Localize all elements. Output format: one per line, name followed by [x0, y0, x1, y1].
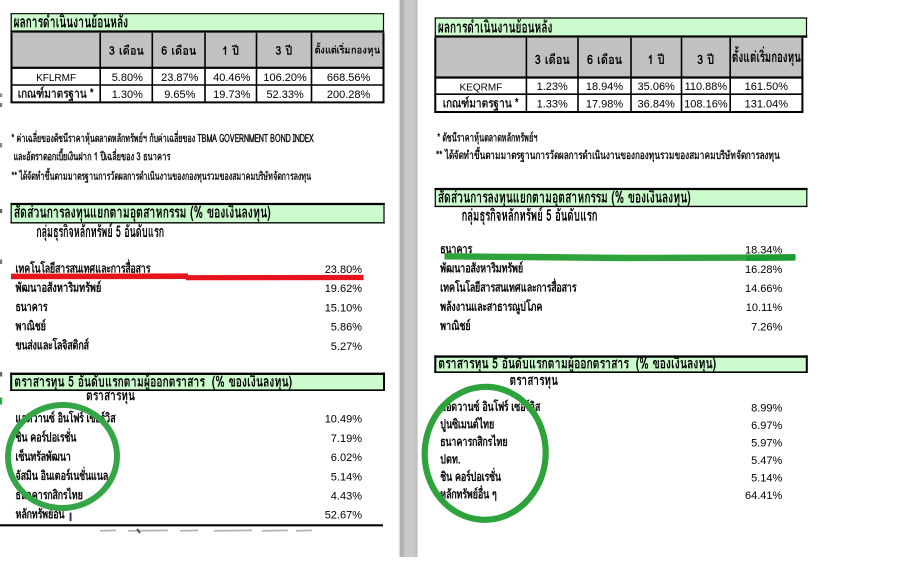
svg-text:1.30%: 1.30% — [112, 89, 143, 101]
svg-text:35.06%: 35.06% — [638, 81, 676, 93]
svg-text:7.26%: 7.26% — [751, 321, 782, 333]
svg-text:161.50%: 161.50% — [745, 81, 789, 93]
svg-text:16.28%: 16.28% — [745, 264, 783, 276]
svg-text:KEQRMF: KEQRMF — [460, 82, 503, 93]
svg-text:19.62%: 19.62% — [325, 283, 363, 295]
svg-text:18.34%: 18.34% — [745, 245, 783, 257]
svg-text:64.41%: 64.41% — [745, 490, 783, 502]
svg-text:5.80%: 5.80% — [112, 72, 143, 84]
svg-text:5.47%: 5.47% — [751, 455, 782, 467]
svg-text:5.86%: 5.86% — [331, 322, 362, 334]
svg-text:KFLRMF: KFLRMF — [36, 73, 76, 84]
svg-text:110.88%: 110.88% — [685, 81, 728, 93]
svg-text:36.84%: 36.84% — [638, 99, 676, 111]
svg-text:14.66%: 14.66% — [745, 283, 783, 295]
svg-text:23.87%: 23.87% — [161, 72, 199, 84]
svg-text:18.94%: 18.94% — [586, 81, 624, 93]
svg-text:1.33%: 1.33% — [537, 99, 568, 111]
svg-text:9.65%: 9.65% — [164, 89, 195, 101]
svg-text:8.99%: 8.99% — [751, 402, 782, 414]
svg-text:40.46%: 40.46% — [213, 72, 251, 84]
svg-text:108.16%: 108.16% — [684, 99, 728, 111]
svg-text:15.10%: 15.10% — [325, 302, 363, 314]
svg-text:200.28%: 200.28% — [327, 89, 371, 101]
svg-text:19.73%: 19.73% — [213, 89, 251, 101]
svg-text:6.97%: 6.97% — [751, 420, 782, 432]
svg-text:5.27%: 5.27% — [331, 341, 362, 353]
svg-text:10.11%: 10.11% — [746, 302, 783, 314]
svg-text:668.56%: 668.56% — [327, 72, 371, 84]
svg-text:52.33%: 52.33% — [266, 89, 304, 101]
svg-text:106.20%: 106.20% — [263, 72, 307, 84]
svg-text:4.43%: 4.43% — [331, 491, 362, 503]
svg-text:1.23%: 1.23% — [537, 81, 568, 93]
svg-text:7.19%: 7.19% — [331, 433, 362, 445]
svg-text:5.14%: 5.14% — [331, 471, 362, 483]
svg-text:52.67%: 52.67% — [325, 510, 363, 522]
svg-text:23.80%: 23.80% — [325, 264, 363, 276]
svg-text:6.02%: 6.02% — [331, 452, 362, 464]
svg-text:10.49%: 10.49% — [325, 414, 363, 426]
svg-text:17.98%: 17.98% — [586, 99, 624, 111]
svg-text:5.14%: 5.14% — [751, 472, 782, 484]
svg-text:131.04%: 131.04% — [745, 99, 789, 111]
svg-text:5.97%: 5.97% — [751, 437, 782, 449]
